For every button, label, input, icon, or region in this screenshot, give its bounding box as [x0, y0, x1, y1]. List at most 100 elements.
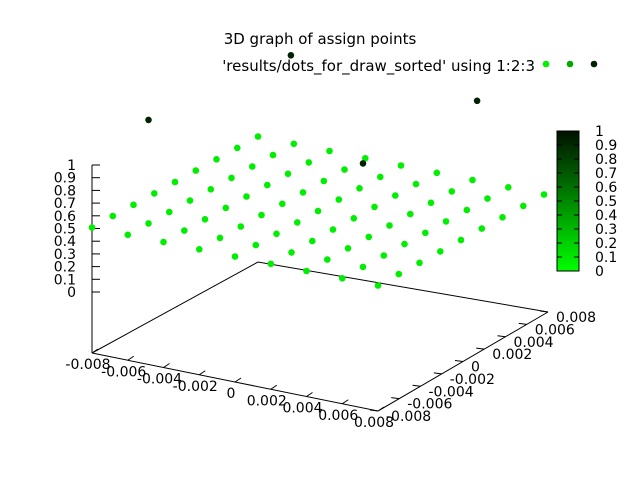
colorbar-tick-label: 0.9	[595, 138, 617, 154]
y-tick-label: 0.002	[492, 347, 532, 363]
x-tick	[341, 399, 349, 405]
data-point	[326, 147, 333, 155]
z-tick-label: 0.6	[54, 209, 76, 225]
data-point	[181, 227, 188, 234]
data-point	[314, 207, 322, 215]
data-point	[442, 218, 450, 225]
data-point	[288, 249, 295, 256]
z-tick-label: 0.4	[54, 234, 76, 250]
z-tick-label: 0.9	[54, 171, 76, 187]
data-points	[88, 52, 548, 289]
colorbar-tick-label: 0.3	[595, 222, 617, 238]
x-tick-label: -0.008	[65, 357, 110, 373]
data-point	[258, 211, 265, 219]
y-tick-label: 0.008	[556, 310, 596, 326]
legend-label: 'results/dots_for_draw_sorted' using 1:2…	[222, 57, 535, 76]
data-point	[469, 176, 476, 184]
y-tick	[539, 310, 549, 313]
data-point	[362, 155, 369, 162]
data-point	[401, 240, 408, 248]
data-point	[207, 186, 215, 193]
legend-dot	[566, 60, 574, 68]
x-tick	[270, 384, 278, 390]
chart-title: 3D graph of assign points	[224, 30, 417, 48]
data-point	[264, 181, 271, 189]
x-tick	[306, 392, 313, 397]
data-point	[484, 195, 491, 202]
data-point	[380, 252, 388, 259]
data-point	[463, 206, 471, 214]
data-point	[397, 162, 405, 169]
data-point	[228, 174, 235, 182]
data-point	[457, 236, 465, 244]
z-tick-label: 1	[67, 158, 76, 174]
y-tick	[476, 347, 485, 350]
data-point	[222, 204, 230, 212]
x-tick-label: 0.008	[354, 415, 394, 431]
x-tick-label: 0	[227, 386, 236, 402]
data-point	[267, 260, 275, 268]
colorbar-tick-label: 0.2	[595, 236, 617, 252]
floor-back-edges	[91, 261, 549, 354]
legend-dot	[542, 60, 550, 68]
data-point	[412, 180, 420, 188]
data-point	[386, 222, 393, 229]
x-tick	[377, 406, 385, 412]
data-point	[252, 241, 260, 249]
data-point	[344, 245, 352, 252]
data-point	[243, 193, 250, 200]
data-point	[505, 184, 512, 191]
data-point	[359, 263, 367, 271]
z-tick-label: 0.1	[54, 272, 76, 288]
y-tick	[518, 322, 527, 325]
data-point	[124, 231, 132, 239]
data-point	[371, 203, 378, 211]
x-tick	[234, 377, 242, 383]
y-tick	[497, 335, 506, 338]
data-point	[249, 163, 256, 170]
colorbar-tick-label: 0.6	[595, 180, 617, 196]
data-point	[478, 225, 486, 232]
x-tick-label: -0.002	[173, 379, 218, 395]
colorbar-tick-label: 0	[595, 264, 604, 280]
data-point	[407, 210, 414, 218]
data-point	[303, 267, 310, 275]
data-point	[540, 191, 548, 198]
y-tick-label: -0.006	[407, 397, 452, 413]
data-point	[201, 216, 209, 223]
data-point	[171, 178, 179, 186]
data-point	[234, 144, 241, 152]
colorbar: 00.10.20.30.40.50.60.70.80.91	[556, 124, 617, 280]
data-point	[324, 256, 331, 263]
axis-ticks: 00.10.20.30.40.50.60.70.80.91-0.008-0.00…	[54, 158, 596, 431]
x-tick	[127, 355, 135, 361]
data-point	[196, 246, 203, 253]
data-point	[284, 170, 292, 178]
y-tick	[412, 384, 421, 387]
data-point	[448, 188, 456, 195]
z-tick-label: 0.8	[54, 183, 76, 199]
colorbar-tick-label: 0.7	[595, 166, 617, 182]
y-tick-label: 0.004	[514, 335, 554, 351]
data-point	[427, 199, 435, 207]
data-point	[160, 238, 167, 246]
data-point	[299, 189, 307, 196]
data-point	[416, 259, 423, 267]
z-tick-label: 0	[67, 285, 76, 301]
data-point	[192, 167, 200, 174]
y-tick-label: 0	[471, 360, 480, 376]
data-point-high	[145, 116, 152, 124]
data-point	[392, 192, 399, 199]
colorbar-tick-label: 0.5	[595, 194, 617, 210]
data-point	[290, 140, 298, 148]
data-point	[254, 133, 262, 140]
data-point	[395, 270, 403, 278]
y-tick	[391, 397, 400, 400]
data-point	[305, 159, 313, 166]
colorbar-tick-label: 0.4	[595, 208, 617, 224]
z-tick-label: 0.2	[54, 260, 76, 276]
y-tick-label: -0.008	[386, 409, 431, 425]
colorbar-tick-label: 1	[595, 124, 604, 140]
data-point	[341, 166, 348, 173]
